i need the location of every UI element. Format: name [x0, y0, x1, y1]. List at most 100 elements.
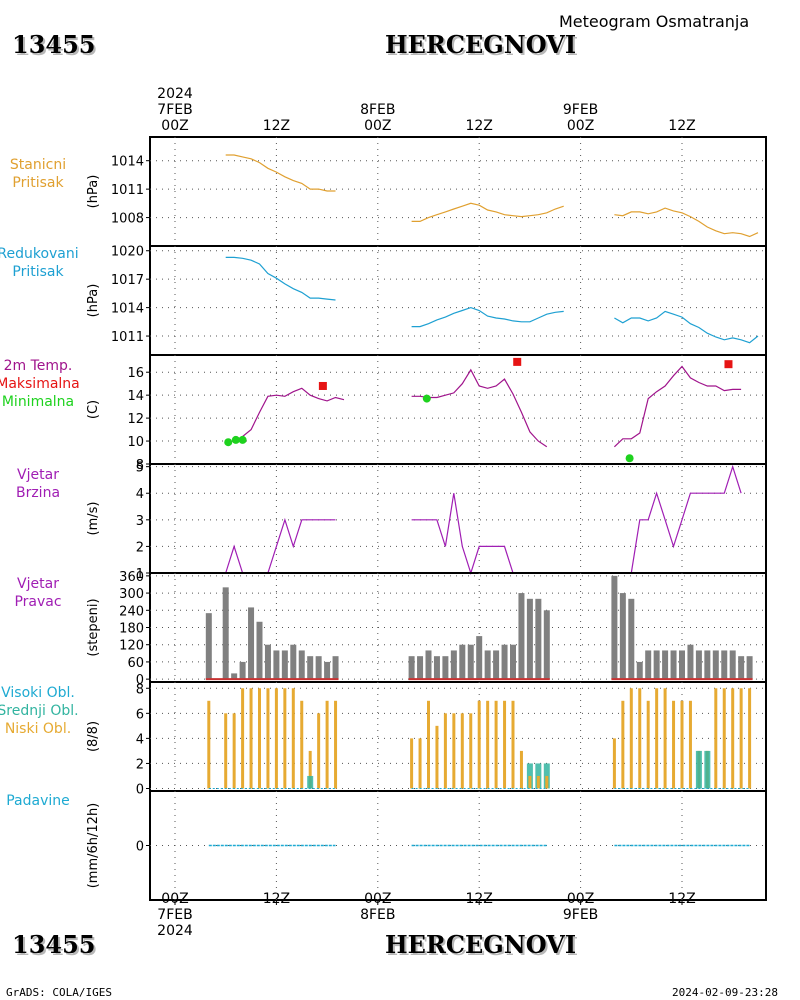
y-tick-label: 1011	[111, 330, 144, 345]
y-axis-unit: (C)	[86, 400, 101, 419]
low-cloud-bar	[503, 700, 507, 789]
series-line	[225, 154, 336, 192]
y-tick-label: 1014	[111, 155, 144, 170]
wind-direction-bar	[721, 650, 728, 680]
low-cloud-bar	[308, 750, 312, 789]
panel-2: 1011 1014 1017 1020 (hPa) Redukovani Pritisak	[0, 245, 767, 356]
wind-direction-bar	[510, 644, 516, 680]
y-tick-label: 8	[136, 458, 144, 473]
y-axis-unit: (hPa)	[86, 175, 101, 209]
wind-direction-bar	[467, 644, 474, 680]
low-cloud-bar	[283, 688, 287, 789]
panel-label: Pritisak	[12, 175, 64, 191]
wind-direction-bar	[484, 650, 491, 680]
panel-label: Vjetar	[17, 467, 59, 483]
wind-direction-bar	[526, 598, 533, 680]
timestamp-text: 2024-02-09-23:28	[672, 986, 778, 999]
wind-direction-bar	[729, 650, 736, 680]
wind-direction-bar	[636, 661, 643, 680]
wind-direction-bar	[315, 656, 322, 680]
bottom-time-label: 8FEB	[360, 907, 395, 923]
low-cloud-bar	[621, 700, 625, 789]
wind-direction-bar	[746, 656, 753, 680]
low-cloud-bar	[672, 700, 676, 789]
low-cloud-bar	[722, 688, 726, 789]
wind-direction-bar	[231, 673, 238, 680]
top-time-label: 00Z	[567, 118, 594, 134]
wind-direction-bar	[298, 650, 305, 680]
panel-label: Niski Obl.	[5, 721, 71, 737]
tmin-marker	[238, 435, 247, 444]
top-time-label: 8FEB	[360, 102, 395, 118]
low-cloud-bar	[443, 713, 447, 789]
station-id-top: 13455	[12, 30, 96, 59]
wind-direction-bar	[679, 650, 685, 680]
y-tick-label: 2	[136, 757, 144, 772]
wind-direction-bar	[535, 598, 542, 680]
panel-label: Stanicni	[10, 157, 66, 173]
panel-frame	[149, 136, 767, 247]
wind-direction-bar	[442, 656, 449, 680]
panel-label: Pravac	[14, 594, 61, 610]
series-line	[613, 365, 742, 448]
y-tick-label: 360	[119, 570, 144, 585]
series-line	[411, 368, 548, 448]
credit-text: GrADS: COLA/IGES	[6, 986, 112, 999]
wind-direction-bar	[324, 661, 331, 680]
y-tick-label: 1011	[111, 183, 144, 198]
low-cloud-bar	[241, 688, 245, 789]
wind-direction-bar	[662, 650, 669, 680]
y-tick-label: 1020	[111, 245, 144, 260]
low-cloud-bar	[249, 688, 253, 789]
low-cloud-bar	[680, 700, 684, 789]
panel-frame	[149, 354, 767, 465]
low-cloud-bar	[435, 725, 439, 789]
wind-direction-bar	[611, 575, 618, 680]
y-tick-label: 12	[127, 412, 144, 427]
panel-7: 0 (mm/6h/12h) Padavine	[6, 790, 767, 901]
mid-cloud-bar	[704, 750, 711, 789]
wind-direction-bar	[307, 656, 314, 680]
y-tick-label: 1014	[111, 302, 144, 317]
low-cloud-bar	[748, 688, 752, 789]
y-tick-label: 8	[136, 682, 144, 697]
wind-direction-bar	[476, 636, 483, 680]
y-tick-label: 4	[136, 487, 144, 502]
low-cloud-bar	[612, 738, 616, 789]
tmax-marker	[513, 357, 522, 366]
page-subtitle: Meteogram Osmatranja	[559, 12, 750, 31]
y-tick-label: 1008	[111, 212, 144, 227]
y-axis-unit: (hPa)	[86, 284, 101, 318]
panel-label: Redukovani	[0, 246, 79, 262]
wind-direction-bar	[628, 598, 635, 680]
wind-direction-bar	[290, 644, 297, 680]
low-cloud-bar	[258, 688, 261, 789]
panel-label: Vjetar	[17, 576, 59, 592]
wind-direction-bar	[408, 656, 415, 680]
panel-label: Maksimalna	[0, 376, 80, 392]
y-tick-label: 5	[136, 461, 144, 476]
panel-label: 2m Temp.	[4, 358, 73, 374]
low-cloud-bar	[224, 713, 228, 789]
wind-direction-bar	[670, 650, 677, 680]
bottom-time-label: 9FEB	[563, 907, 598, 923]
series-line	[225, 517, 336, 574]
series-line	[225, 256, 336, 301]
y-axis-unit: (8/8)	[86, 721, 101, 752]
panel-label: Srednji Obl.	[0, 703, 79, 719]
y-tick-label: 10	[127, 435, 144, 450]
low-cloud-bar	[274, 688, 278, 789]
tmin-marker	[224, 438, 233, 447]
low-cloud-bar	[638, 688, 642, 789]
low-cloud-bar	[688, 700, 692, 789]
y-tick-label: 0	[136, 840, 144, 855]
y-tick-label: 16	[127, 366, 144, 381]
top-time-label: 00Z	[364, 118, 391, 134]
series-line	[614, 310, 759, 344]
wind-direction-bar	[501, 644, 508, 680]
tmax-marker	[318, 381, 327, 390]
wind-direction-bar	[687, 644, 694, 680]
top-time-label: 2024	[157, 86, 193, 102]
wind-direction-bar	[256, 621, 263, 680]
low-cloud-bar	[646, 700, 650, 789]
